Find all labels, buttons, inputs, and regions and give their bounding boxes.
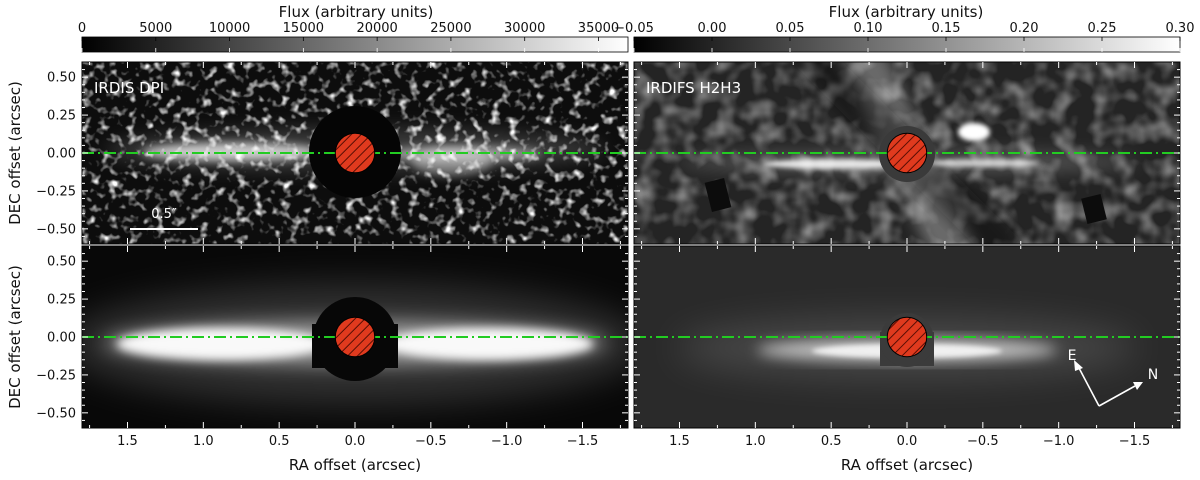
coronagraph-mask — [886, 316, 928, 358]
x-tick-label: 0.0 — [345, 434, 366, 449]
x-tick-label: −1.5 — [1119, 434, 1151, 449]
colorbar-tick-label: 30000 — [504, 21, 545, 36]
panel-label-irdifs: IRDIFS H2H3 — [646, 79, 741, 97]
x-tick-label: 1.0 — [745, 434, 766, 449]
colorbar-tick-label: 35000 — [578, 21, 619, 36]
y-tick-label: 0.25 — [47, 293, 76, 308]
panel-label-irdis: IRDIS DPI — [94, 79, 164, 97]
y-tick-label: 0.00 — [47, 147, 76, 162]
colorbar-title-right: Flux (arbitrary units) — [829, 3, 984, 21]
coronagraph-mask — [334, 316, 376, 358]
y-tick-label: 0.25 — [47, 109, 76, 124]
x-tick-label: 1.5 — [117, 434, 138, 449]
x-tick-label: −0.5 — [415, 434, 447, 449]
colorbar-tick-label: 0.25 — [1088, 21, 1117, 36]
x-axis-label-left: RA offset (arcsec) — [289, 456, 421, 474]
y-tick-label: −0.50 — [36, 222, 76, 237]
colorbar-tick-label: 5000 — [139, 21, 172, 36]
compass: E N — [1068, 348, 1158, 407]
colorbar-tick-label: 0.15 — [932, 21, 961, 36]
panel-overlay — [633, 61, 1181, 245]
colorbar-left: Flux (arbitrary units) 0 5000 10000 15000 20… — [78, 3, 629, 53]
colorbar-tick-label: 0.00 — [698, 21, 727, 36]
colorbar-tick-label: 10000 — [209, 21, 250, 36]
x-tick-label: 0.0 — [897, 434, 918, 449]
panel-overlay: 0.50 0.25 0.00 −0.25 −0.50 — [36, 61, 629, 245]
panel-overlay: 1.5 1.0 0.5 0.0 −0.5 −1.0 −1.5 — [633, 245, 1181, 449]
colorbar-ticks-right: −0.05 0.00 0.05 0.10 0.15 0.20 0.25 0.30 — [614, 21, 1194, 52]
x-tick-label: −0.5 — [967, 434, 999, 449]
colorbar-ticks-left: 0 5000 10000 15000 20000 25000 30000 35000 — [78, 21, 619, 52]
compass-east-label: E — [1068, 348, 1077, 364]
colorbar-tick-label: 0.05 — [776, 21, 805, 36]
coronagraph-mask — [886, 132, 928, 174]
x-tick-label: 1.5 — [669, 434, 690, 449]
colorbar-tick-label: 20000 — [356, 21, 397, 36]
panel-overlay: 1.5 1.0 0.5 0.0 −0.5 −1.0 −1.5 0.50 0.25 0.00 −0.2… — [36, 245, 629, 449]
satellite-spots — [704, 178, 1107, 225]
y-tick-label: −0.25 — [36, 184, 76, 199]
panel-overlays: 0.50 0.25 0.00 −0.25 −0.50 1.5 1.0 0.5 0.0 −0.5 −1… — [36, 61, 1181, 449]
colorbar-right: Flux (arbitrary units) −0.05 0.00 0.05 0.10… — [614, 3, 1194, 53]
y-tick-label: −0.25 — [36, 368, 76, 383]
scale-bar: 0.5″ — [130, 207, 198, 230]
coronagraph-mask — [334, 132, 376, 174]
y-tick-label: 0.00 — [47, 331, 76, 346]
y-axis-label-top: DEC offset (arcsec) — [6, 81, 24, 225]
bright-artifact — [958, 123, 990, 141]
colorbar-gradient-right — [633, 36, 1181, 53]
colorbar-tick-label: 0 — [78, 21, 86, 36]
colorbar-tick-label: 15000 — [283, 21, 324, 36]
scale-bar-label: 0.5″ — [151, 207, 177, 222]
y-tick-label: 0.50 — [47, 71, 76, 86]
colorbar-title-left: Flux (arbitrary units) — [279, 3, 434, 21]
colorbar-tick-label: 0.30 — [1166, 21, 1195, 36]
x-tick-label: 0.5 — [269, 434, 290, 449]
y-tick-label: 0.50 — [47, 255, 76, 270]
x-tick-label: −1.0 — [1043, 434, 1075, 449]
x-tick-label: −1.5 — [567, 434, 599, 449]
colorbar-tick-label: 0.10 — [854, 21, 883, 36]
colorbar-tick-label: 25000 — [430, 21, 471, 36]
colorbar-tick-label: −0.05 — [614, 21, 654, 36]
compass-north-label: N — [1148, 367, 1158, 383]
colorbar-tick-label: 0.20 — [1010, 21, 1039, 36]
x-tick-label: −1.0 — [491, 434, 523, 449]
x-axis-label-right: RA offset (arcsec) — [841, 456, 973, 474]
colorbar-gradient-left — [81, 36, 629, 53]
x-tick-label: 1.0 — [193, 434, 214, 449]
y-axis-label-bottom: DEC offset (arcsec) — [6, 265, 24, 409]
y-tick-label: −0.50 — [36, 406, 76, 421]
x-tick-label: 0.5 — [821, 434, 842, 449]
